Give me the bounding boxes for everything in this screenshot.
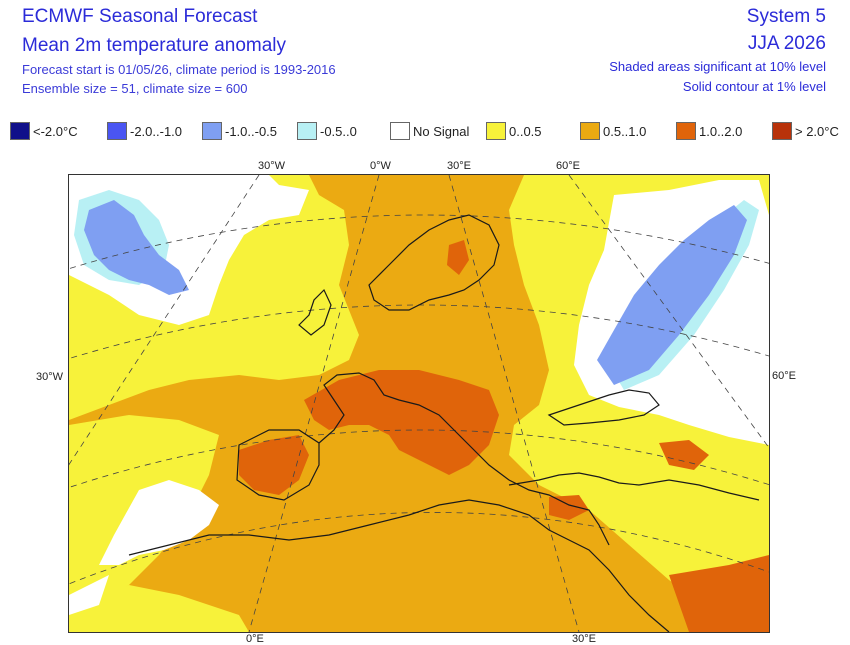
lon-tick: 60°E	[556, 160, 580, 172]
latitude-line	[69, 304, 769, 360]
forecast-info: Forecast start is 01/05/26, climate peri…	[22, 62, 336, 77]
blue-region-russia	[597, 205, 747, 385]
lat-tick: 60°E	[772, 370, 796, 382]
red-region-iberia	[239, 435, 309, 495]
britain-coast	[298, 288, 332, 336]
legend-label: 0.5..1.0	[603, 123, 647, 139]
lat-tick: 30°W	[36, 371, 64, 383]
chart-subtitle: Mean 2m temperature anomaly	[22, 35, 287, 56]
scandinavia-coast	[368, 214, 500, 311]
anomaly-map	[68, 174, 770, 633]
legend-swatch	[10, 122, 30, 140]
lon-tick: 0°W	[370, 160, 391, 172]
legend-label: 0..0.5	[509, 123, 542, 139]
black-sea-coast	[547, 389, 660, 426]
lon-tick: 0°E	[246, 633, 264, 645]
red-region-north	[447, 240, 469, 275]
contour-note: Solid contour at 1% level	[682, 79, 826, 94]
north-africa-coast	[128, 499, 670, 632]
legend-swatch	[676, 122, 696, 140]
legend-item: 0.5..1.0	[580, 121, 646, 141]
red-region-east	[659, 440, 709, 470]
legend-swatch	[202, 122, 222, 140]
legend-label: -2.0..-1.0	[130, 123, 183, 139]
season-label: JJA 2026	[747, 33, 826, 54]
lon-tick: 30°E	[572, 633, 596, 645]
red-region-se	[669, 555, 769, 632]
legend-swatch	[107, 122, 127, 140]
longitude-line	[248, 175, 380, 632]
legend-swatch	[390, 122, 410, 140]
legend-label: <-2.0°C	[33, 123, 78, 139]
turkey-coast	[508, 472, 760, 501]
legend-item: -2.0..-1.0	[107, 121, 182, 141]
legend-item: -0.5..0	[297, 121, 357, 141]
no-signal-morocco	[99, 480, 219, 565]
legend-label: -0.5..0	[320, 123, 357, 139]
chart-title: ECMWF Seasonal Forecast	[22, 6, 258, 27]
lon-tick: 30°E	[447, 160, 471, 172]
latitude-line	[69, 512, 769, 585]
legend-swatch	[772, 122, 792, 140]
graticule	[69, 175, 769, 632]
map-canvas	[69, 175, 769, 632]
longitude-line	[568, 175, 769, 449]
legend-item: 0..0.5	[486, 121, 542, 141]
legend-item: -1.0..-0.5	[202, 121, 277, 141]
coastlines	[128, 214, 760, 632]
no-signal-atlantic-south	[69, 575, 109, 615]
legend-item: > 2.0°C	[772, 121, 839, 141]
legend-label: > 2.0°C	[795, 123, 839, 139]
lon-tick: 30°W	[258, 160, 286, 172]
southern-europe-coast	[318, 372, 610, 546]
red-region-turkey	[549, 495, 589, 520]
legend-swatch	[486, 122, 506, 140]
legend-swatch	[580, 122, 600, 140]
significance-note: Shaded areas significant at 10% level	[609, 59, 826, 74]
legend-swatch	[297, 122, 317, 140]
legend-item: <-2.0°C	[10, 121, 78, 141]
legend-item: No Signal	[390, 121, 469, 141]
iberia-coast	[236, 429, 320, 501]
longitude-line	[448, 175, 580, 632]
legend-label: -1.0..-0.5	[225, 123, 278, 139]
latitude-line	[69, 429, 769, 488]
system-label: System 5	[746, 6, 826, 27]
latitude-line	[69, 214, 769, 270]
legend-label: No Signal	[413, 123, 470, 139]
red-region-central	[304, 370, 499, 475]
longitude-line	[69, 175, 260, 466]
yellow-region-atlantic-south	[69, 585, 249, 632]
legend-label: 1.0..2.0	[699, 123, 743, 139]
ensemble-info: Ensemble size = 51, climate size = 600	[22, 81, 248, 96]
blue-region-north	[84, 200, 189, 295]
legend-item: 1.0..2.0	[676, 121, 742, 141]
